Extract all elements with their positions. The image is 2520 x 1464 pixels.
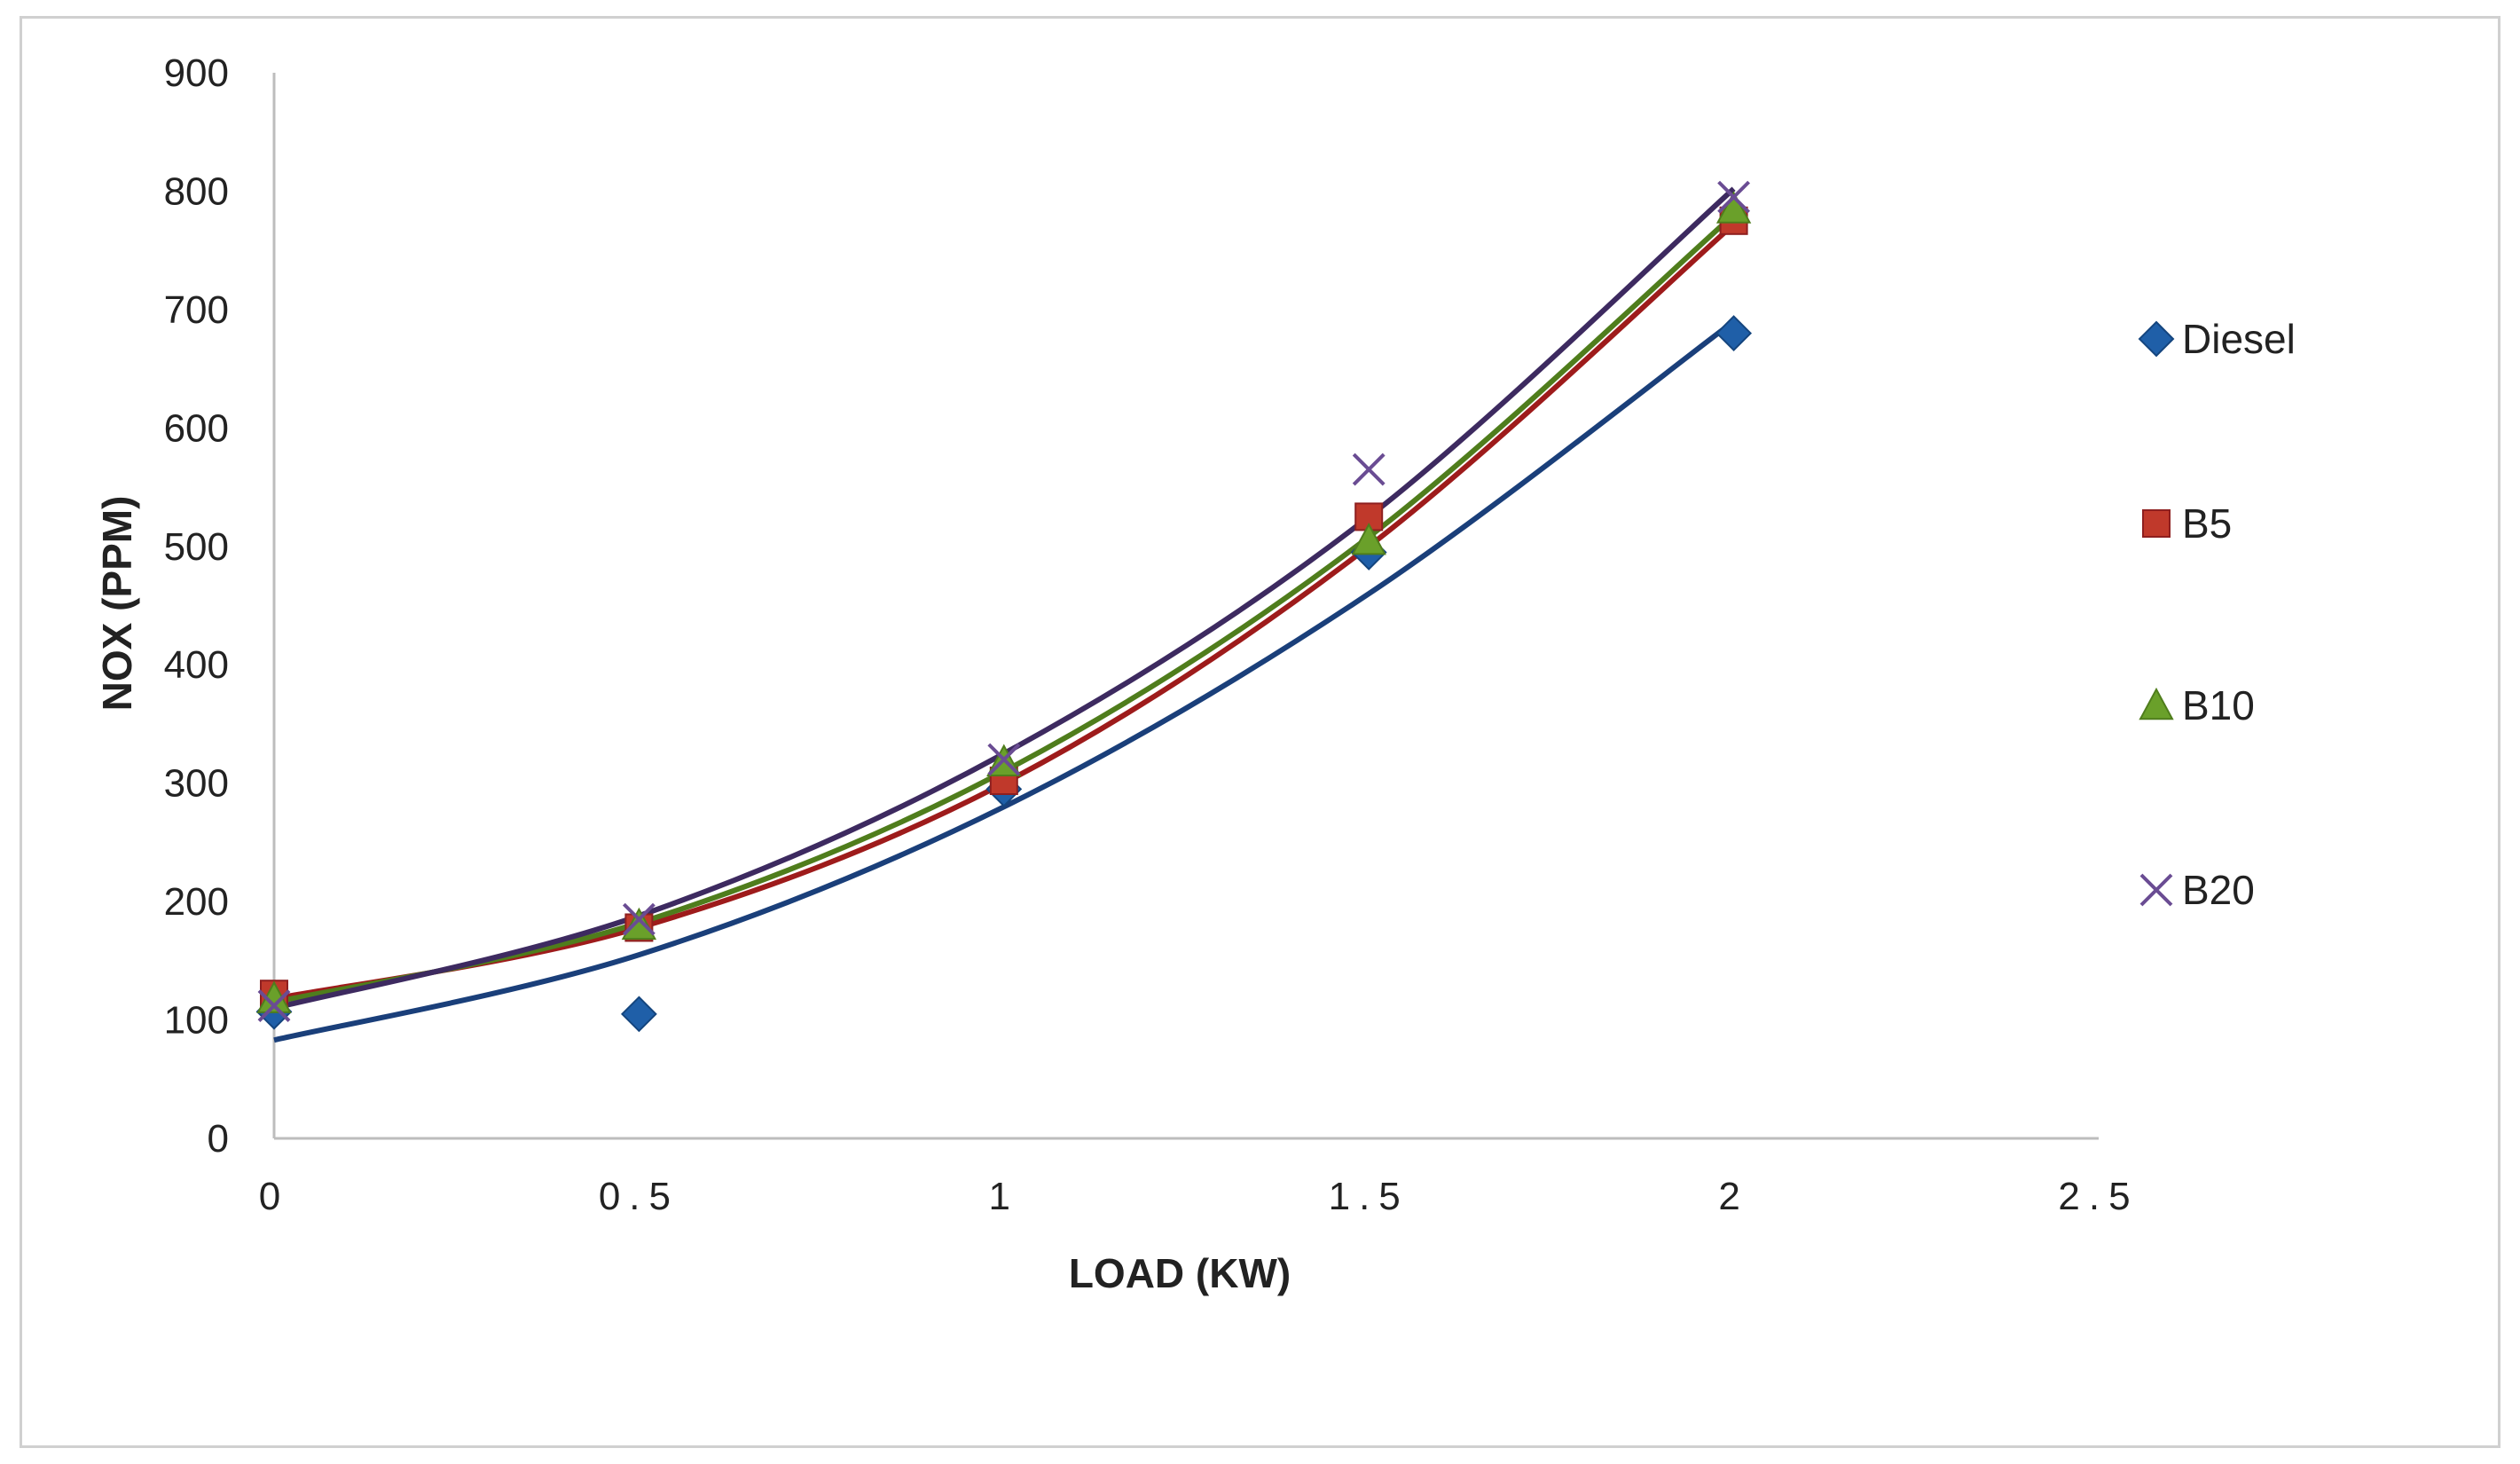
point-b20 [1352,453,1386,486]
point-b20 [257,989,291,1022]
legend-label-b20: B20 [2182,867,2255,913]
point-diesel [1715,315,1753,351]
data-points [255,180,1753,1033]
legend-label-b5: B5 [2182,500,2232,547]
legend: Diesel B5 B10 B20 [2138,316,2296,913]
point-b20 [987,743,1021,776]
legend-label-diesel: Diesel [2182,316,2296,362]
x-tick-label: 0.5 [599,1175,679,1218]
y-tick-labels: 0 100 200 300 400 500 600 700 800 900 [164,51,229,1161]
y-tick-label: 200 [164,880,229,924]
trendlines [273,186,1736,1043]
y-axis-title: NOX (PPM) [94,496,140,712]
y-tick-label: 0 [208,1117,229,1161]
legend-label-b10: B10 [2182,682,2255,728]
x-tick-label: 1.5 [1329,1175,1409,1218]
y-tick-label: 500 [164,525,229,569]
point-b10 [621,907,657,941]
x-tick-label: 0 [259,1175,289,1218]
x-tick-label: 2 [1718,1175,1748,1218]
legend-marker-diesel [2138,320,2175,358]
y-tick-label: 400 [164,643,229,687]
trendline-diesel [273,319,1736,1043]
x-tick-label: 1 [989,1175,1019,1218]
point-b20 [622,902,656,936]
y-tick-label: 300 [164,762,229,806]
legend-marker-b5 [2142,509,2171,538]
x-tick-label: 2.5 [2058,1175,2139,1218]
y-tick-label: 600 [164,406,229,450]
y-tick-label: 100 [164,999,229,1043]
trendline-b20 [273,186,1736,1011]
y-tick-label: 700 [164,288,229,332]
point-b20 [1717,180,1751,214]
y-tick-label: 900 [164,51,229,95]
x-tick-labels: 0 0.5 1 1.5 2 2.5 [259,1175,2139,1218]
y-tick-label: 800 [164,169,229,213]
point-b10 [1351,523,1386,555]
axes [272,73,2099,1140]
x-axis-title: LOAD (KW) [1069,1250,1291,1296]
legend-marker-b20 [2139,873,2173,907]
chart-frame [20,16,2500,1448]
legend-marker-b10 [2139,687,2174,720]
trendline-b5 [273,222,1736,1002]
point-b10 [1715,191,1752,224]
point-diesel [620,996,657,1033]
trendline-b10 [273,212,1736,1005]
